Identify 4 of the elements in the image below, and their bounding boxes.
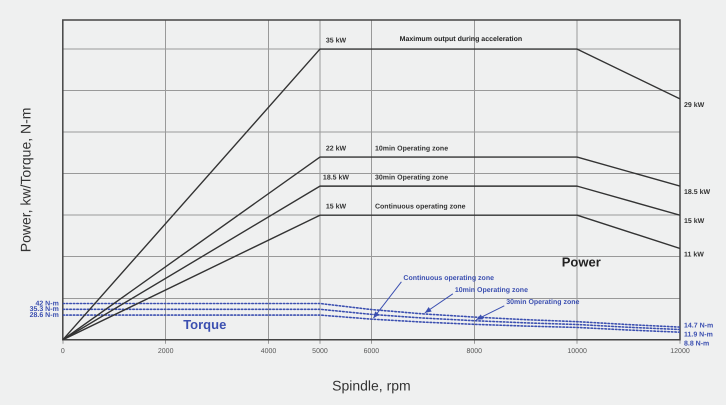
annotation: Power <box>562 254 601 270</box>
x-axis-title: Spindle, rpm <box>332 377 411 394</box>
annotation: Torque <box>183 316 226 332</box>
y-axis-title: Power, kw/Torque, N-m <box>17 108 34 252</box>
